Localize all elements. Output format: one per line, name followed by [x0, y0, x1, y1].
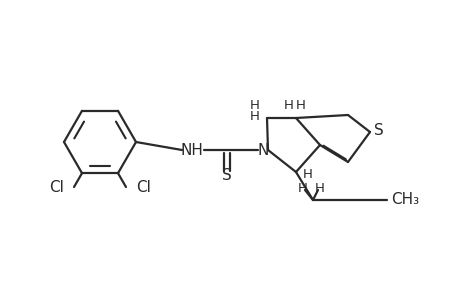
Text: H: H — [314, 182, 324, 194]
Text: N: N — [257, 142, 268, 158]
Text: CH₃: CH₃ — [390, 193, 418, 208]
Text: NH: NH — [180, 142, 203, 158]
Text: H: H — [250, 110, 259, 122]
Text: H: H — [302, 167, 312, 181]
Text: H: H — [284, 98, 293, 112]
Text: S: S — [373, 122, 383, 137]
Text: S: S — [222, 169, 231, 184]
Text: H: H — [297, 182, 307, 194]
Text: Cl: Cl — [136, 179, 151, 194]
Text: H: H — [250, 98, 259, 112]
Text: Cl: Cl — [49, 179, 64, 194]
Text: H: H — [296, 98, 305, 112]
